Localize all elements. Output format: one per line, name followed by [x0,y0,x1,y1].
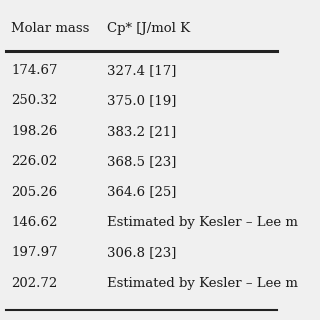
Text: 226.02: 226.02 [11,155,58,168]
Text: 197.97: 197.97 [11,246,58,260]
Text: 364.6 [25]: 364.6 [25] [108,186,177,199]
Text: 368.5 [23]: 368.5 [23] [108,155,177,168]
Text: Cp* [J/mol K: Cp* [J/mol K [108,22,191,36]
Text: 174.67: 174.67 [11,64,58,77]
Text: Molar mass: Molar mass [11,22,90,36]
Text: 202.72: 202.72 [11,277,58,290]
Text: Estimated by Kesler – Lee m: Estimated by Kesler – Lee m [108,277,298,290]
Text: Estimated by Kesler – Lee m: Estimated by Kesler – Lee m [108,216,298,229]
Text: 198.26: 198.26 [11,125,58,138]
Text: 306.8 [23]: 306.8 [23] [108,246,177,260]
Text: 205.26: 205.26 [11,186,58,199]
Text: 146.62: 146.62 [11,216,58,229]
Text: 250.32: 250.32 [11,94,58,108]
Text: 327.4 [17]: 327.4 [17] [108,64,177,77]
Text: 383.2 [21]: 383.2 [21] [108,125,177,138]
Text: 375.0 [19]: 375.0 [19] [108,94,177,108]
